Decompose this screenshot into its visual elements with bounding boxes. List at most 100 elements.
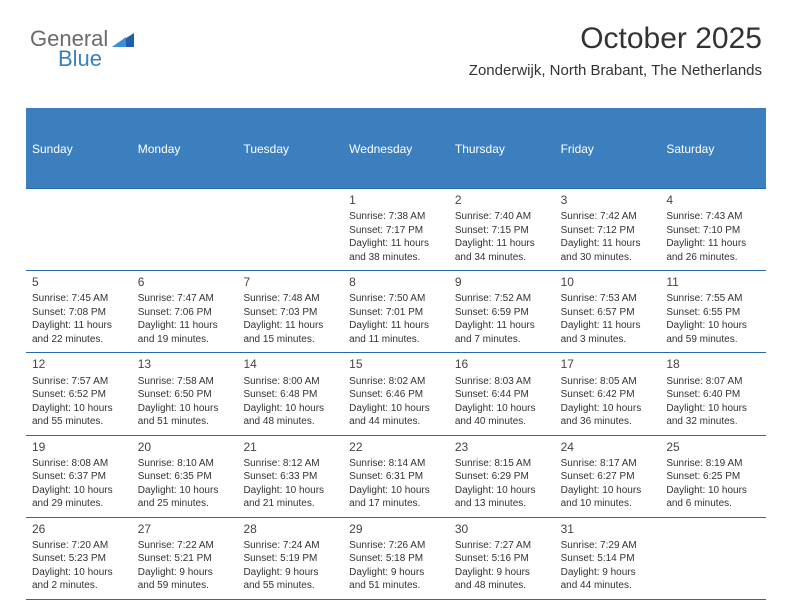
day-number: 20: [138, 439, 232, 455]
sunrise-text: Sunrise: 7:50 AM: [349, 292, 443, 306]
day-number: 16: [455, 356, 549, 372]
sunrise-text: Sunrise: 7:47 AM: [138, 292, 232, 306]
sunset-text: Sunset: 7:12 PM: [561, 224, 655, 238]
day-number: 28: [243, 521, 337, 537]
daylight-text: Daylight: 10 hours and 32 minutes.: [666, 402, 760, 429]
sunrise-text: Sunrise: 8:19 AM: [666, 457, 760, 471]
daylight-text: Daylight: 9 hours and 48 minutes.: [455, 566, 549, 593]
daylight-text: Daylight: 10 hours and 29 minutes.: [32, 484, 126, 511]
sunrise-text: Sunrise: 8:03 AM: [455, 375, 549, 389]
sunset-text: Sunset: 7:17 PM: [349, 224, 443, 238]
day-number: 14: [243, 356, 337, 372]
day-number: 10: [561, 274, 655, 290]
sunset-text: Sunset: 6:57 PM: [561, 306, 655, 320]
day-cell: 15Sunrise: 8:02 AMSunset: 6:46 PMDayligh…: [343, 353, 449, 434]
daylight-text: Daylight: 10 hours and 21 minutes.: [243, 484, 337, 511]
day-number: 4: [666, 192, 760, 208]
calendar-table: Sunday Monday Tuesday Wednesday Thursday…: [26, 108, 766, 600]
week-row: 12 Sunrise: 7:57 AMSunset: 6:52 PM Dayligh…: [26, 353, 766, 435]
sunrise-text: Sunrise: 7:45 AM: [32, 292, 126, 306]
sunrise-text: Sunrise: 7:52 AM: [455, 292, 549, 306]
weekday-header-row: Sunday Monday Tuesday Wednesday Thursday…: [26, 110, 766, 189]
day-cell: [237, 189, 343, 270]
day-number: 15: [349, 356, 443, 372]
daylight-text: Daylight: 10 hours and 36 minutes.: [561, 402, 655, 429]
day-number: 31: [561, 521, 655, 537]
day-cell: 13Sunrise: 7:58 AMSunset: 6:50 PMDayligh…: [132, 353, 238, 434]
sunset-text: Sunset: 6:29 PM: [455, 470, 549, 484]
day-number: 19: [32, 439, 126, 455]
day-cell: 9Sunrise: 7:52 AMSunset: 6:59 PMDaylight…: [449, 271, 555, 352]
sunrise-text: Sunrise: 7:24 AM: [243, 539, 337, 553]
weekday-header: Sunday: [26, 110, 132, 188]
day-cell: 7Sunrise: 7:48 AMSunset: 7:03 PMDaylight…: [237, 271, 343, 352]
day-cell: 23Sunrise: 8:15 AMSunset: 6:29 PMDayligh…: [449, 436, 555, 517]
daylight-text: Daylight: 9 hours and 44 minutes.: [561, 566, 655, 593]
daylight-text: Daylight: 10 hours and 6 minutes.: [666, 484, 760, 511]
daylight-text: Daylight: 11 hours and 26 minutes.: [666, 237, 760, 264]
sunrise-text: Sunrise: 7:22 AM: [138, 539, 232, 553]
sunrise-text: Sunrise: 7:42 AM: [561, 210, 655, 224]
day-cell: 20Sunrise: 8:10 AMSunset: 6:35 PMDayligh…: [132, 436, 238, 517]
day-number: 1: [349, 192, 443, 208]
sunset-text: Sunset: 6:48 PM: [243, 388, 337, 402]
day-number: 2: [455, 192, 549, 208]
day-cell: 16Sunrise: 8:03 AMSunset: 6:44 PMDayligh…: [449, 353, 555, 434]
day-number: 17: [561, 356, 655, 372]
daylight-text: Daylight: 10 hours and 48 minutes.: [243, 402, 337, 429]
brand-triangle-icon: [112, 31, 134, 47]
sunset-text: Sunset: 6:37 PM: [32, 470, 126, 484]
day-number: 12: [32, 356, 126, 372]
day-cell: 8Sunrise: 7:50 AMSunset: 7:01 PMDaylight…: [343, 271, 449, 352]
sunrise-text: Sunrise: 7:38 AM: [349, 210, 443, 224]
sunset-text: Sunset: 6:50 PM: [138, 388, 232, 402]
daylight-text: Daylight: 10 hours and 59 minutes.: [666, 319, 760, 346]
day-number: 24: [561, 439, 655, 455]
day-cell: 18Sunrise: 8:07 AMSunset: 6:40 PMDayligh…: [660, 353, 766, 434]
sunrise-text: Sunrise: 7:57 AM: [32, 375, 126, 389]
daylight-text: Daylight: 11 hours and 3 minutes.: [561, 319, 655, 346]
day-number: 5: [32, 274, 126, 290]
daylight-text: Daylight: 10 hours and 44 minutes.: [349, 402, 443, 429]
week-row: 19Sunrise: 8:08 AMSunset: 6:37 PMDayligh…: [26, 436, 766, 518]
day-cell: [26, 189, 132, 270]
sunset-text: Sunset: 6:46 PM: [349, 388, 443, 402]
day-number: 25: [666, 439, 760, 455]
sunset-text: Sunset: 7:01 PM: [349, 306, 443, 320]
sunset-text: Sunset: 6:55 PM: [666, 306, 760, 320]
sunrise-text: Sunrise: 8:08 AM: [32, 457, 126, 471]
sunrise-text: Sunrise: 8:00 AM: [243, 375, 337, 389]
day-cell: 30Sunrise: 7:27 AMSunset: 5:16 PMDayligh…: [449, 518, 555, 599]
sunset-text: Sunset: 7:10 PM: [666, 224, 760, 238]
sunrise-text: Sunrise: 7:20 AM: [32, 539, 126, 553]
sunset-text: Sunset: 6:44 PM: [455, 388, 549, 402]
day-number: 23: [455, 439, 549, 455]
day-cell: 11Sunrise: 7:55 AMSunset: 6:55 PMDayligh…: [660, 271, 766, 352]
weekday-header: Friday: [555, 110, 661, 188]
sunset-text: Sunset: 6:52 PM: [32, 388, 126, 402]
day-cell: 1 Sunrise: 7:38 AMSunset: 7:17 PMDaylight…: [343, 189, 449, 270]
day-cell: 4Sunrise: 7:43 AMSunset: 7:10 PMDaylight…: [660, 189, 766, 270]
sunrise-text: Sunrise: 7:48 AM: [243, 292, 337, 306]
day-cell: 27Sunrise: 7:22 AMSunset: 5:21 PMDayligh…: [132, 518, 238, 599]
daylight-text: Daylight: 10 hours and 10 minutes.: [561, 484, 655, 511]
daylight-text: Daylight: 11 hours and 30 minutes.: [561, 237, 655, 264]
daylight-text: Daylight: 11 hours and 7 minutes.: [455, 319, 549, 346]
sunset-text: Sunset: 5:23 PM: [32, 552, 126, 566]
daylight-text: Daylight: 10 hours and 2 minutes.: [32, 566, 126, 593]
sunrise-text: Sunrise: 8:12 AM: [243, 457, 337, 471]
daylight-text: Daylight: 11 hours and 38 minutes.: [349, 237, 443, 264]
day-cell: 5Sunrise: 7:45 AMSunset: 7:08 PMDaylight…: [26, 271, 132, 352]
sunset-text: Sunset: 5:19 PM: [243, 552, 337, 566]
sunset-text: Sunset: 7:06 PM: [138, 306, 232, 320]
daylight-text: Daylight: 11 hours and 11 minutes.: [349, 319, 443, 346]
sunset-text: Sunset: 6:25 PM: [666, 470, 760, 484]
day-cell: 31Sunrise: 7:29 AMSunset: 5:14 PMDayligh…: [555, 518, 661, 599]
day-cell: 10Sunrise: 7:53 AMSunset: 6:57 PMDayligh…: [555, 271, 661, 352]
daylight-text: Daylight: 10 hours and 13 minutes.: [455, 484, 549, 511]
weekday-header: Tuesday: [237, 110, 343, 188]
day-cell: 21Sunrise: 8:12 AMSunset: 6:33 PMDayligh…: [237, 436, 343, 517]
day-number: 18: [666, 356, 760, 372]
day-number: 11: [666, 274, 760, 290]
weekday-header: Monday: [132, 110, 238, 188]
